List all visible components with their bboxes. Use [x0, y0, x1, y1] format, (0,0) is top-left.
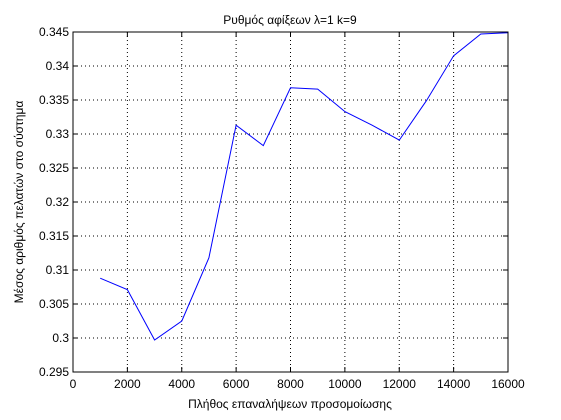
x-tick-label: 10000: [328, 377, 362, 391]
y-axis-title: Μέσος αριθμός πελατών στο σύστημα: [12, 101, 26, 304]
series-layer: [100, 32, 509, 341]
y-tick-label: 0.32: [46, 195, 70, 209]
y-tick-label: 0.325: [39, 161, 69, 175]
y-tick-label: 0.295: [39, 365, 69, 379]
x-tick-label: 8000: [277, 377, 304, 391]
y-tick-label: 0.335: [39, 93, 69, 107]
y-tick-label: 0.34: [46, 59, 70, 73]
x-axis-title: Πλήθος επαναλήψεων προσομοίωσης: [188, 397, 392, 411]
y-tick-label: 0.305: [39, 297, 69, 311]
y-tick-label: 0.345: [39, 25, 69, 39]
y-tick-label: 0.33: [46, 127, 70, 141]
grid: [73, 32, 508, 372]
y-tick-label: 0.3: [52, 331, 69, 345]
y-tick-label: 0.31: [46, 263, 70, 277]
x-tick-label: 0: [70, 377, 77, 391]
x-tick-label: 4000: [168, 377, 195, 391]
x-tick-label: 6000: [223, 377, 250, 391]
x-tick-label: 14000: [437, 377, 471, 391]
x-tick-label: 16000: [491, 377, 525, 391]
ticks: 0 2000 4000 6000 8000 10000 12000 14000 16000 0.2…: [39, 25, 525, 391]
y-tick-label: 0.315: [39, 229, 69, 243]
x-tick-label: 12000: [383, 377, 417, 391]
series-line: [100, 32, 509, 341]
x-tick-label: 2000: [114, 377, 141, 391]
chart-title: Ρυθμός αφίξεων λ=1 k=9: [223, 13, 357, 27]
